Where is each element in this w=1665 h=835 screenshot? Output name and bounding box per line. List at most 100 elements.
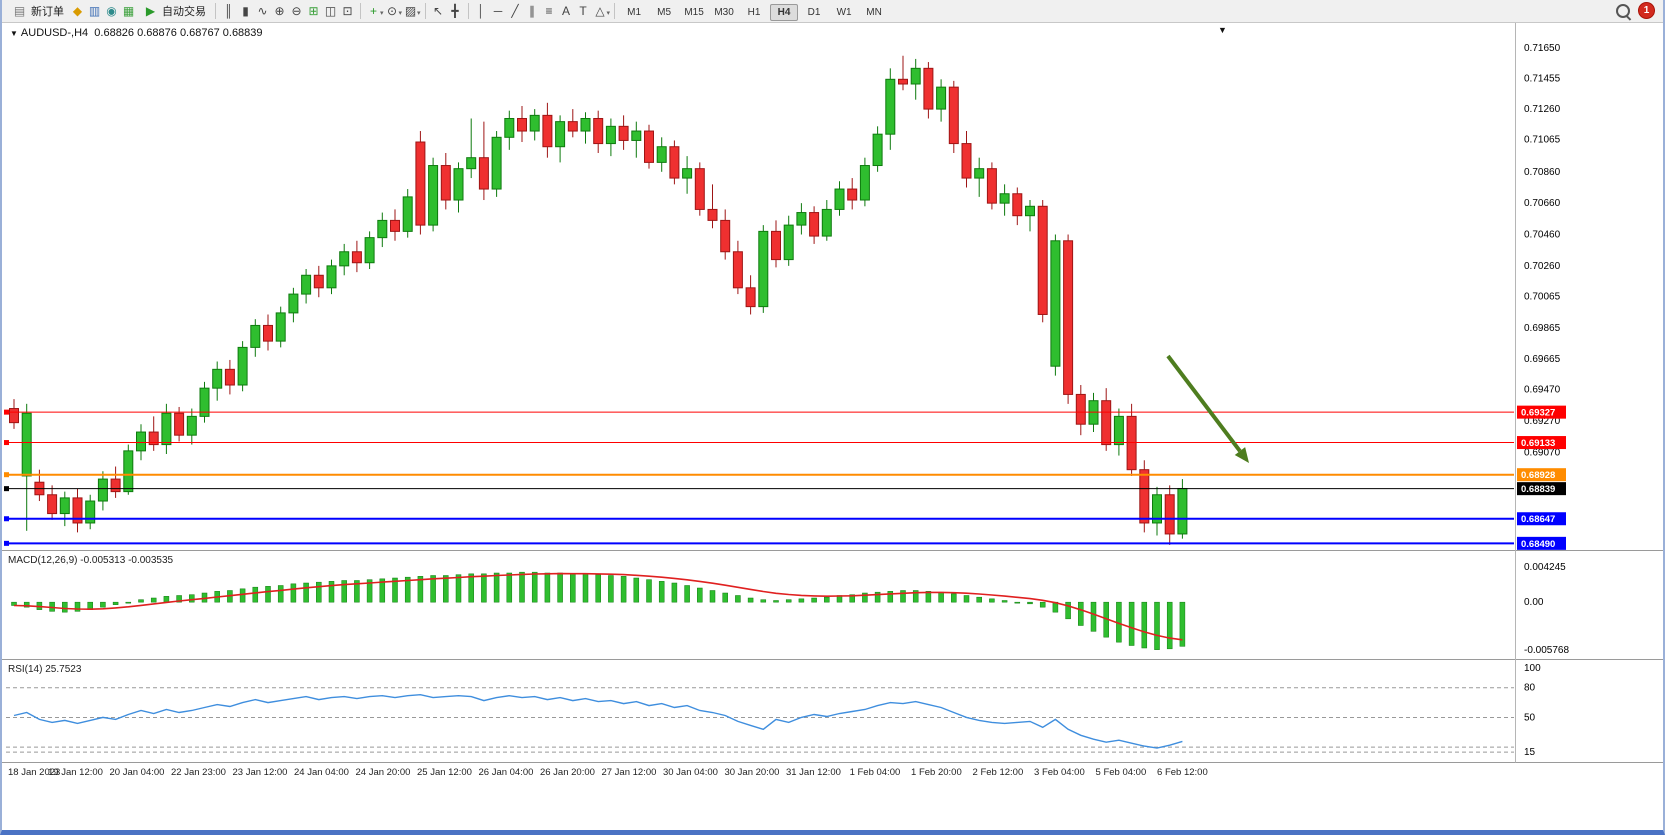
- data-window-icon[interactable]: ▥: [88, 4, 101, 18]
- cursor-icon[interactable]: ↖: [433, 4, 444, 18]
- candle: [136, 431, 146, 452]
- timeframe-m30-button[interactable]: M30: [714, 6, 734, 18]
- svg-text:0.68839: 0.68839: [1521, 484, 1555, 495]
- trendline-icon[interactable]: ╱: [511, 4, 519, 18]
- candle: [783, 224, 794, 261]
- candle: [605, 125, 616, 145]
- new-order-button[interactable]: ▤ 新订单: [6, 2, 69, 20]
- timeframe-h4-button[interactable]: H4: [770, 3, 799, 21]
- text-label-icon[interactable]: T: [579, 4, 587, 18]
- shapes-icon[interactable]: △: [595, 4, 605, 18]
- horizontal-line-icon[interactable]: ─: [493, 4, 503, 18]
- text-icon[interactable]: A: [562, 4, 571, 18]
- candlestick-chart-icon[interactable]: ▮: [242, 4, 249, 18]
- macd-bar: [646, 579, 652, 603]
- candle: [948, 86, 959, 145]
- candle: [212, 368, 223, 389]
- macd-bar: [23, 601, 30, 608]
- parallel-channel-icon[interactable]: ∥: [529, 4, 536, 18]
- toolbar: ▤ 新订单 ◆ ▥ ◉ ▦ ▶ 自动交易 ║ ▮ ∿ ⊕ ⊖ ⊞ ◫ ⊡ + ▾ ⊙▾ ▨▾ ↖ ╋ │ ─ ╱…: [2, 0, 1663, 23]
- search-icon[interactable]: [1616, 3, 1630, 18]
- fibonacci-icon[interactable]: ≡: [545, 4, 553, 18]
- candle: [809, 212, 820, 237]
- toolbar-separator: [614, 3, 616, 19]
- macd-bar: [531, 571, 538, 603]
- timeframe-m15-button[interactable]: M15: [684, 6, 704, 18]
- candle: [199, 387, 210, 417]
- add-indicator-icon[interactable]: +: [369, 4, 377, 18]
- time-axis-label: 19 Jan 12:00: [48, 767, 103, 778]
- rsi-axis-label: 80: [1524, 683, 1536, 694]
- terminal-icon[interactable]: ▦: [122, 4, 135, 18]
- timeframe-mn-button[interactable]: MN: [866, 6, 882, 18]
- notification-badge[interactable]: 1: [1638, 2, 1655, 19]
- macd-bar: [163, 596, 170, 603]
- vertical-line-icon[interactable]: │: [477, 4, 485, 18]
- timeframe-m1-button[interactable]: M1: [627, 6, 642, 18]
- timeframe-clock-icon[interactable]: ⊙: [386, 4, 398, 18]
- candle: [237, 346, 248, 386]
- level-handle: [4, 440, 9, 446]
- market-watch-icon[interactable]: ◆: [72, 4, 83, 18]
- timeframe-d1-button[interactable]: D1: [807, 6, 821, 18]
- chart-canvas[interactable]: 0.71650 0.71455 0.71260 0.71065 0.70860 0.706…: [2, 23, 1663, 785]
- crosshair-icon[interactable]: ╋: [451, 4, 459, 18]
- candle: [466, 157, 477, 170]
- candle: [59, 497, 70, 515]
- macd-bar: [722, 592, 728, 603]
- time-axis-label: 22 Jan 23:00: [171, 767, 226, 778]
- macd-bar: [824, 596, 830, 603]
- time-axis-label: 3 Feb 04:00: [1034, 767, 1085, 778]
- bar-chart-icon[interactable]: ║: [224, 4, 233, 18]
- timeframe-w1-button[interactable]: W1: [836, 6, 852, 18]
- candle: [758, 230, 769, 308]
- candle: [961, 143, 972, 179]
- candle: [986, 168, 997, 204]
- chart-symbol-dropdown-icon[interactable]: ▼: [10, 29, 18, 38]
- chart-shift-marker[interactable]: ▼: [1218, 25, 1227, 35]
- tile-windows-icon[interactable]: ⊞: [308, 4, 319, 18]
- price-axis-label: 0.70065: [1524, 291, 1561, 302]
- candle: [529, 114, 540, 132]
- macd-axis-label: 0.004245: [1524, 562, 1566, 573]
- arrange-cascade-icon[interactable]: ◫: [324, 4, 337, 18]
- line-chart-icon[interactable]: ∿: [257, 4, 268, 18]
- shapes-dropdown-icon[interactable]: ▾: [606, 10, 611, 17]
- candle: [885, 78, 896, 135]
- candle: [288, 293, 299, 314]
- level-price-badge: [1517, 436, 1566, 450]
- candle: [377, 219, 388, 239]
- timeframe-m5-button[interactable]: M5: [657, 6, 672, 18]
- zoom-in-icon[interactable]: ⊕: [274, 4, 285, 18]
- add-indicator-dropdown-icon[interactable]: ▾: [380, 10, 384, 17]
- macd-bar: [404, 576, 411, 603]
- ohlc-close: 0.68839: [222, 27, 263, 39]
- macd-bar: [354, 580, 360, 603]
- time-axis-label: 31 Jan 12:00: [786, 767, 841, 778]
- price-axis-label: 0.70860: [1524, 167, 1561, 178]
- annotation-arrow: [1166, 354, 1249, 463]
- macd-bar: [100, 601, 106, 608]
- macd-bar: [239, 588, 246, 603]
- navigator-icon[interactable]: ◉: [106, 4, 117, 18]
- candle: [669, 146, 680, 179]
- price-axis-label: 0.69070: [1524, 447, 1561, 458]
- candle: [847, 188, 858, 201]
- timeframe-h1-button[interactable]: H1: [747, 6, 761, 18]
- macd-bar: [658, 581, 665, 603]
- arrange-tile-icon[interactable]: ⊡: [342, 4, 353, 18]
- timeframe-clock-dropdown-icon[interactable]: ▾: [398, 10, 403, 17]
- macd-bar: [620, 576, 627, 603]
- macd-bar: [379, 578, 386, 603]
- candle: [174, 412, 185, 436]
- macd-bar: [519, 571, 525, 603]
- auto-trading-button[interactable]: ▶ 自动交易: [137, 2, 211, 20]
- chart-template-dropdown-icon[interactable]: ▾: [417, 10, 421, 17]
- candle: [9, 408, 19, 424]
- macd-bar: [544, 572, 551, 603]
- chart-template-icon[interactable]: ▨: [404, 4, 417, 18]
- time-axis-label: 30 Jan 04:00: [663, 767, 718, 778]
- zoom-out-icon[interactable]: ⊖: [291, 4, 302, 18]
- svg-text:0.69327: 0.69327: [1521, 408, 1555, 419]
- macd-label: MACD(12,26,9) -0.005313 -0.003535: [8, 555, 174, 566]
